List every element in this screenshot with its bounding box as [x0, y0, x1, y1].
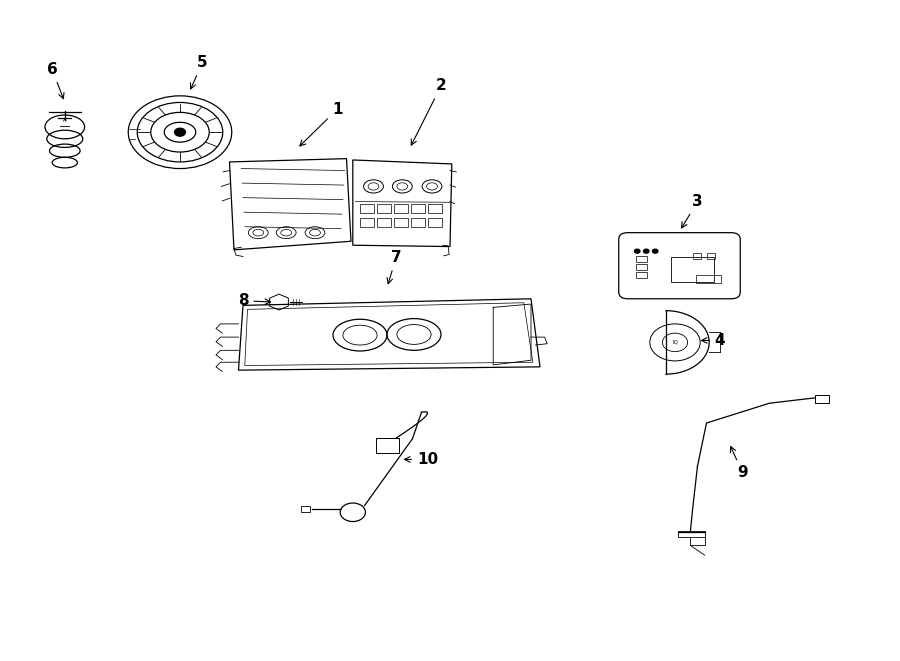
Bar [636, 256, 647, 262]
Bar [394, 204, 408, 213]
Bar [678, 531, 705, 537]
Bar [670, 257, 714, 282]
Bar [377, 218, 391, 227]
Bar [636, 264, 647, 270]
Bar [706, 253, 715, 259]
Circle shape [652, 249, 658, 253]
Text: 6: 6 [47, 62, 64, 98]
Text: 5: 5 [191, 56, 208, 89]
Text: 4: 4 [701, 333, 725, 348]
Text: 2: 2 [411, 79, 446, 145]
Bar [814, 395, 829, 403]
Bar [302, 506, 310, 512]
Text: 10: 10 [404, 452, 438, 467]
Bar [360, 218, 373, 227]
Bar [636, 272, 647, 278]
Text: 8: 8 [238, 293, 271, 308]
Bar [428, 204, 442, 213]
Text: 1: 1 [300, 102, 343, 146]
Text: 3: 3 [681, 194, 703, 228]
Bar [428, 218, 442, 227]
Bar [394, 218, 408, 227]
Circle shape [175, 128, 185, 136]
Bar [411, 218, 425, 227]
Circle shape [644, 249, 649, 253]
Text: IQ: IQ [672, 340, 678, 345]
Bar [693, 253, 701, 259]
Bar [360, 204, 373, 213]
Bar [411, 204, 425, 213]
Circle shape [634, 249, 640, 253]
Bar [377, 204, 391, 213]
Text: 9: 9 [731, 447, 748, 480]
Text: 7: 7 [387, 251, 401, 284]
Bar [376, 438, 399, 453]
Bar [696, 275, 721, 283]
